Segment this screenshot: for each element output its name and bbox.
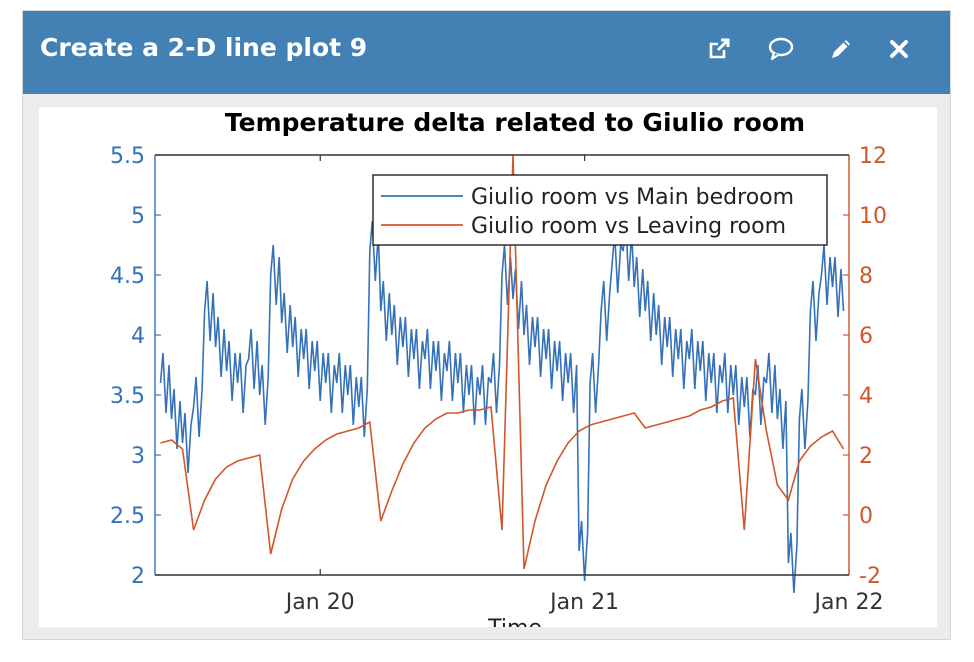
- x-tick-label: Jan 20: [284, 590, 355, 615]
- chart-figure: 2 2.5 3 3.5 4 4.5 5 5.5 -2 0 2 4 6 8 10 12 Jan 20 Jan 21 J…: [39, 107, 937, 641]
- y-left-tick-label: 4: [131, 324, 145, 349]
- y-left-tick-label: 4.5: [110, 264, 145, 289]
- y-right-tick-label: 10: [859, 204, 887, 229]
- y-right-tick-label: 0: [859, 504, 873, 529]
- legend-label-2: Giulio room vs Leaving room: [471, 214, 786, 239]
- y-right-tick-label: 12: [859, 144, 887, 169]
- chart-title: Temperature delta related to Giulio room: [225, 108, 805, 137]
- series-line-1: [159, 220, 845, 594]
- close-icon[interactable]: [881, 31, 917, 67]
- panel-header: Create a 2-D line plot 9: [23, 11, 950, 94]
- open-external-icon[interactable]: [701, 31, 737, 67]
- plot-panel: Create a 2-D line plot 9: [22, 10, 951, 641]
- y-left-tick-label: 3.5: [110, 384, 145, 409]
- comment-icon[interactable]: [763, 31, 799, 67]
- panel-title: Create a 2-D line plot 9: [40, 33, 368, 62]
- line-chart: 2 2.5 3 3.5 4 4.5 5 5.5 -2 0 2 4 6 8 10 12 Jan 20 Jan 21 J…: [110, 108, 887, 641]
- y-right-tick-label: 8: [859, 264, 873, 289]
- y-right-tick-label: -2: [859, 564, 881, 589]
- y-left-tick-label: 5: [131, 204, 145, 229]
- y-left-tick-label: 5.5: [110, 144, 145, 169]
- x-axis-label: Time: [487, 616, 542, 627]
- x-tick-label: Jan 21: [548, 590, 619, 615]
- y-right-tick-label: 6: [859, 324, 873, 349]
- y-left-tick-label: 2: [131, 564, 145, 589]
- y-right-tick-label: 4: [859, 384, 873, 409]
- legend-label-1: Giulio room vs Main bedroom: [471, 185, 794, 210]
- series-line-2: [160, 154, 845, 570]
- edit-pencil-icon[interactable]: [823, 31, 859, 67]
- y-left-tick-label: 2.5: [110, 504, 145, 529]
- x-tick-label: Jan 22: [813, 590, 884, 615]
- y-left-tick-label: 3: [131, 444, 145, 469]
- y-right-tick-label: 2: [859, 444, 873, 469]
- legend-box: [372, 174, 828, 246]
